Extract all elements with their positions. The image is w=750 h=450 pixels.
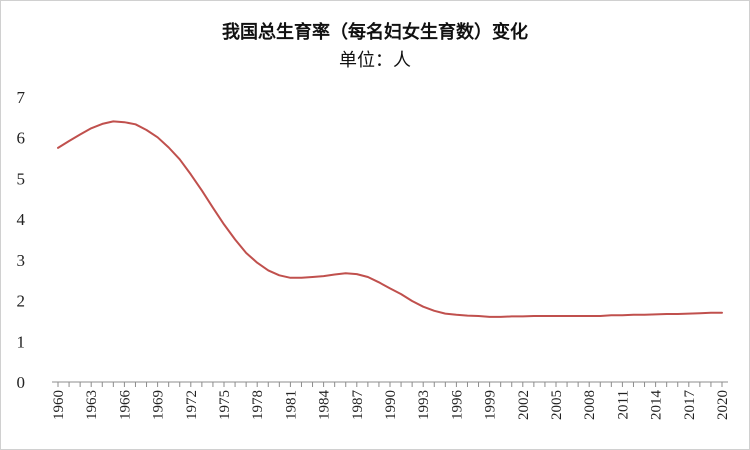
y-tick-label: 7 — [17, 88, 26, 107]
series-layer — [57, 120, 723, 318]
x-tick-label: 2008 — [582, 390, 598, 420]
x-tick-label: 2005 — [549, 390, 565, 420]
x-tick-label: 1960 — [51, 390, 67, 420]
y-tick-label: 5 — [17, 169, 26, 188]
y-tick-label: 4 — [17, 210, 26, 229]
x-tick-label: 1972 — [184, 390, 200, 420]
series-line — [57, 120, 723, 318]
x-tick-label: 2017 — [682, 390, 698, 421]
x-tick-label: 1975 — [217, 390, 233, 420]
y-tick-label: 2 — [17, 292, 26, 311]
x-tick-label: 2014 — [649, 390, 665, 421]
x-tick-label: 1993 — [416, 390, 432, 420]
x-tick-label: 1990 — [383, 390, 399, 420]
x-tick-label: 1981 — [283, 390, 299, 420]
y-tick-label: 6 — [17, 129, 26, 148]
x-tick-label: 1984 — [317, 390, 333, 421]
x-tick-label: 1996 — [449, 390, 465, 421]
y-tick-label: 3 — [17, 251, 26, 270]
y-tick-label: 1 — [17, 332, 26, 351]
x-tick-label: 1999 — [483, 390, 499, 420]
y-tick-label: 0 — [17, 373, 26, 392]
x-tick-label: 2011 — [615, 390, 631, 419]
chart-subtitle: 单位：人 — [339, 50, 411, 71]
chart-title: 我国总生育率（每名妇女生育数）变化 — [222, 21, 528, 43]
x-axis: 1960 1963 1966 1969 1972 1975 1978 1981 1984 1987… — [51, 381, 731, 421]
x-tick-label: 2020 — [715, 390, 731, 420]
x-tick-label: 1963 — [84, 390, 100, 420]
x-tick-label: 2002 — [516, 390, 532, 420]
x-tick-label: 1969 — [151, 390, 167, 420]
y-axis-labels: 0 1 2 3 4 5 6 7 — [17, 88, 26, 392]
x-tick-label: 1966 — [117, 390, 133, 421]
x-tick-label: 1987 — [350, 390, 366, 421]
x-tick-label: 1978 — [250, 390, 266, 420]
